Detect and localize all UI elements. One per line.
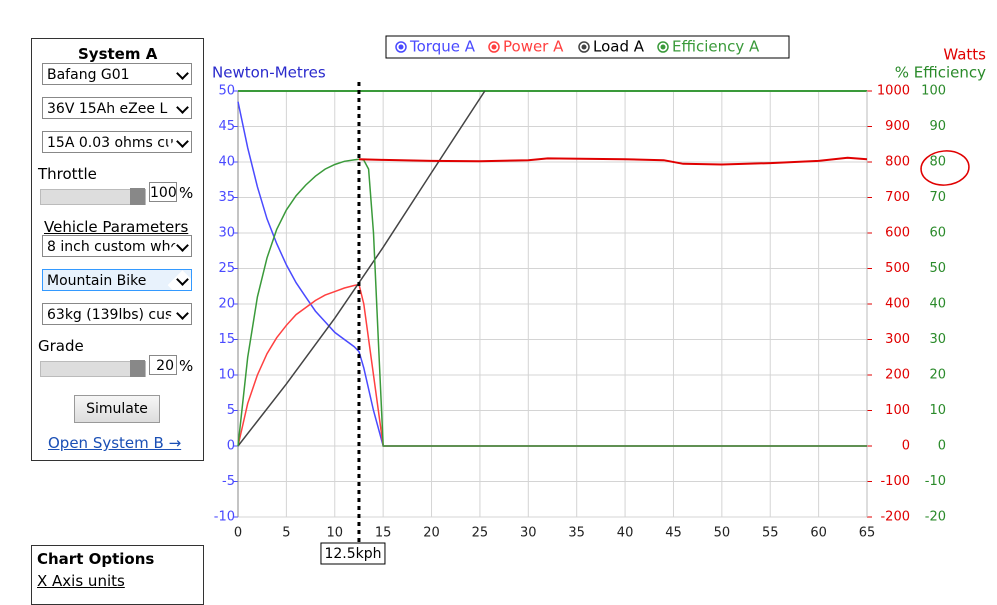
grade-input[interactable]: 20 [149, 355, 177, 375]
y-tick-label: 50 [218, 84, 235, 99]
legend-item[interactable]: Load A [578, 38, 645, 56]
annotation-line [358, 156, 868, 166]
y3-tick-label: 40 [929, 297, 946, 312]
x-tick-label: 20 [423, 526, 440, 541]
section-label: Vehicle Parameters [44, 218, 189, 236]
x-tick-label: 0 [234, 526, 242, 541]
x-tick-label: 55 [762, 526, 779, 541]
legend-label: Load A [593, 38, 645, 56]
rider-select[interactable]: 63kg (139lbs) cus [42, 303, 192, 325]
y-tick-label: 30 [218, 226, 235, 241]
x-tick-label: 65 [859, 526, 876, 541]
x-tick-label: 15 [375, 526, 392, 541]
y2-tick-label: 600 [885, 226, 910, 241]
cursor-label: 12.5kph [324, 546, 381, 562]
legend-dot [581, 44, 587, 50]
y3-tick-label: 10 [929, 403, 946, 418]
options-panel: Chart Options X Axis units [31, 545, 204, 605]
x-tick-label: 45 [665, 526, 682, 541]
y2-tick-label: 1000 [877, 84, 910, 99]
options-label: X Axis units [37, 572, 125, 590]
y-tick-label: 5 [227, 403, 235, 418]
grade-slider[interactable] [40, 360, 146, 377]
y-tick-label: 0 [227, 439, 235, 454]
bike-select[interactable]: Mountain Bike [42, 269, 192, 291]
legend-label: Torque A [409, 38, 476, 56]
y-tick-label: 15 [218, 332, 235, 347]
throttle-label: Throttle [38, 165, 97, 183]
page: {"sidebar": {"title": "System A", "motor… [0, 0, 997, 592]
legend-dot [660, 44, 666, 50]
battery-select[interactable]: 36V 15Ah eZee L [42, 97, 192, 119]
unit: % [179, 184, 194, 202]
wheel-select[interactable]: 8 inch custom whe [42, 235, 192, 257]
y-axis-title: Newton-Metres [212, 64, 326, 82]
y2-tick-label: -100 [880, 474, 910, 489]
y3-tick-label: 80 [929, 155, 946, 170]
y3-tick-label: 70 [929, 190, 946, 205]
legend-dot [491, 44, 497, 50]
y3-tick-label: 0 [938, 439, 946, 454]
y2-tick-label: 700 [885, 190, 910, 205]
y-tick-label: 20 [218, 297, 235, 312]
controller-select[interactable]: 15A 0.03 ohms cu [42, 131, 192, 153]
y2-tick-label: 100 [885, 403, 910, 418]
series-line [237, 158, 867, 447]
y-tick-label: -5 [222, 474, 235, 489]
y2-tick-label: 500 [885, 261, 910, 276]
motor-select[interactable]: Bafang G01 [42, 63, 192, 85]
simulate-button[interactable]: Simulate [74, 395, 160, 423]
y2-tick-label: 0 [902, 439, 910, 454]
y-tick-label: 45 [218, 119, 235, 134]
legend-item[interactable]: Efficiency A [657, 38, 760, 56]
y3-tick-label: 60 [929, 226, 946, 241]
legend-item[interactable]: Power A [488, 38, 564, 56]
y3-tick-label: 50 [929, 261, 946, 276]
y2-tick-label: 200 [885, 368, 910, 383]
y-tick-label: -10 [214, 510, 235, 525]
y2-tick-label: 800 [885, 155, 910, 170]
x-tick-label: 25 [472, 526, 489, 541]
x-tick-label: 35 [568, 526, 585, 541]
series-line [237, 283, 867, 447]
y3-tick-label: -20 [925, 510, 946, 525]
y3-tick-label: 90 [929, 119, 946, 134]
legend-dot [398, 44, 404, 50]
y2-tick-label: 300 [885, 332, 910, 347]
system-panel: System A Bafang G01 36V 15Ah eZee L 15A … [31, 38, 204, 461]
chart: 0 5 10 15 20 25 30 35 40 45 50 55 60 65 -10 -5 0 5 10 15 20 2… [212, 35, 986, 565]
legend-item[interactable]: Torque A [395, 38, 476, 56]
y3-tick-label: -10 [925, 474, 946, 489]
legend-label: Power A [503, 38, 564, 56]
y3-axis-title: % Efficiency [895, 64, 986, 82]
x-tick-label: 40 [617, 526, 634, 541]
legend-label: Efficiency A [672, 38, 760, 56]
series-line [237, 101, 867, 447]
x-tick-label: 5 [282, 526, 290, 541]
grade-label: Grade [38, 337, 84, 355]
panel-title: System A [78, 45, 158, 63]
y-tick-label: 35 [218, 190, 235, 205]
y3-tick-label: 100 [921, 84, 946, 99]
y2-axis-title: Watts [943, 46, 986, 64]
y-tick-label: 40 [218, 155, 235, 170]
hand-circle [920, 150, 970, 186]
x-tick-label: 50 [714, 526, 731, 541]
options-title: Chart Options [37, 550, 155, 568]
x-tick-label: 60 [810, 526, 827, 541]
y-tick-label: 25 [218, 261, 235, 276]
y-tick-label: 10 [218, 368, 235, 383]
system-b-link[interactable]: Open System B → [48, 434, 182, 452]
y3-tick-label: 20 [929, 368, 946, 383]
x-tick-label: 10 [326, 526, 343, 541]
y2-tick-label: -200 [880, 510, 910, 525]
y3-tick-label: 30 [929, 332, 946, 347]
throttle-input[interactable]: 100 [149, 182, 177, 202]
throttle-slider[interactable] [40, 188, 146, 205]
y2-tick-label: 900 [885, 119, 910, 134]
x-tick-label: 30 [520, 526, 537, 541]
cursor-label-box [320, 542, 386, 565]
y2-tick-label: 400 [885, 297, 910, 312]
unit: % [179, 357, 194, 375]
